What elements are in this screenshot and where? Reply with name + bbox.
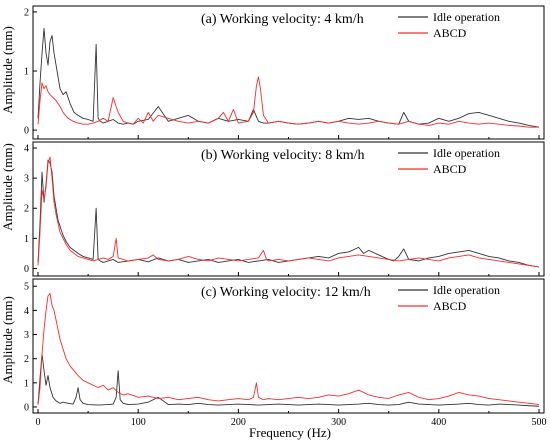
x-tick-label: 300 bbox=[331, 417, 346, 428]
series-line-idle bbox=[37, 28, 540, 128]
x-tick-label: 500 bbox=[531, 417, 546, 428]
x-tick-label: 400 bbox=[431, 417, 446, 428]
legend-label: Idle operation bbox=[433, 283, 500, 297]
y-tick-label: 2 bbox=[24, 354, 29, 365]
x-tick-label: 0 bbox=[36, 417, 41, 428]
y-axis-title: Amplitude (mm) bbox=[0, 143, 15, 231]
y-tick-label: 1 bbox=[24, 378, 29, 389]
panel-b: 0 1 2 3 4 (b) Working velocity: 8 km/h Idle op… bbox=[24, 141, 545, 277]
legend-label: Idle operation bbox=[433, 10, 500, 24]
legend-label: ABCD bbox=[433, 26, 467, 40]
y-tick-label: 1 bbox=[24, 234, 29, 245]
panel-c: 0 1 2 3 4 5 0 100 200 300 400 500 (c) Working veloci… bbox=[24, 278, 546, 428]
y-tick-label: 5 bbox=[24, 282, 29, 293]
y-tick-label: 0 bbox=[24, 402, 29, 413]
series-line-abcd bbox=[37, 156, 540, 268]
y-tick-label: 4 bbox=[24, 144, 29, 155]
y-tick-label: 0 bbox=[24, 126, 29, 137]
y-tick-label: 3 bbox=[24, 174, 29, 185]
y-axis-title: Amplitude (mm) bbox=[0, 26, 15, 114]
x-tick-label: 100 bbox=[131, 417, 146, 428]
panel-a: 0 1 2 (a) Working velocity: 4 km/h Idle oper… bbox=[24, 5, 545, 140]
y-tick-label: 2 bbox=[24, 204, 29, 215]
x-axis-title: Frequency (Hz) bbox=[249, 425, 331, 440]
series-line-abcd bbox=[37, 293, 540, 405]
panels: 0 1 2 (a) Working velocity: 4 km/h Idle oper… bbox=[24, 5, 546, 428]
y-tick-label: 0 bbox=[24, 264, 29, 275]
y-tick-label: 3 bbox=[24, 330, 29, 341]
series-line-idle bbox=[37, 353, 540, 407]
y-tick-label: 4 bbox=[24, 306, 29, 317]
panel-title: (c) Working velocity: 12 km/h bbox=[201, 285, 371, 300]
y-tick-label: 1 bbox=[24, 67, 29, 78]
y-tick-label: 2 bbox=[24, 7, 29, 18]
series-line-idle bbox=[37, 159, 540, 268]
legend-label: Idle operation bbox=[433, 146, 500, 160]
panel-title: (a) Working velocity: 4 km/h bbox=[201, 12, 364, 27]
legend-label: ABCD bbox=[433, 162, 467, 176]
legend-label: ABCD bbox=[433, 299, 467, 313]
x-tick-label: 200 bbox=[231, 417, 246, 428]
panel-title: (b) Working velocity: 8 km/h bbox=[201, 148, 364, 163]
y-axis-title: Amplitude (mm) bbox=[0, 296, 15, 384]
series-line-abcd bbox=[37, 76, 539, 128]
